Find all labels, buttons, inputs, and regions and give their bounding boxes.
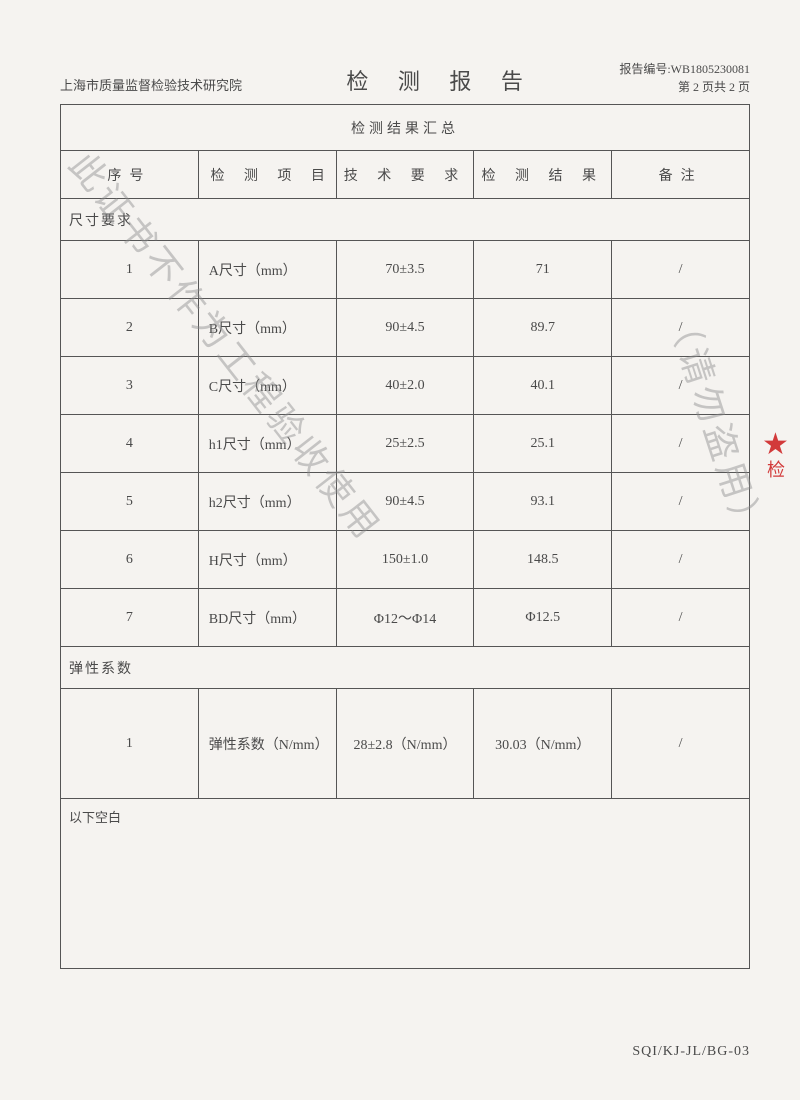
cell-req: 90±4.5: [336, 473, 474, 531]
cell-res: 71: [474, 241, 612, 299]
cell-no: 4: [61, 415, 199, 473]
cell-item: h2尺寸（mm）: [198, 473, 336, 531]
organization-name: 上海市质量监督检验技术研究院: [60, 75, 242, 96]
cell-item: h1尺寸（mm）: [198, 415, 336, 473]
table-row: 2 B尺寸（mm） 90±4.5 89.7 /: [61, 299, 750, 357]
col-note-header: 备注: [612, 151, 750, 199]
cell-no: 2: [61, 299, 199, 357]
cell-note: /: [612, 299, 750, 357]
table-row: 4 h1尺寸（mm） 25±2.5 25.1 /: [61, 415, 750, 473]
cell-item: B尺寸（mm）: [198, 299, 336, 357]
cell-item: H尺寸（mm）: [198, 531, 336, 589]
cell-item: C尺寸（mm）: [198, 357, 336, 415]
table-row: 6 H尺寸（mm） 150±1.0 148.5 /: [61, 531, 750, 589]
stamp-icon: ★ 检: [762, 430, 800, 570]
table-row: 3 C尺寸（mm） 40±2.0 40.1 /: [61, 357, 750, 415]
col-req-header: 技 术 要 求: [336, 151, 474, 199]
section-dimensions: 尺寸要求: [61, 199, 750, 241]
blank-below: 以下空白: [61, 799, 750, 969]
cell-item: A尺寸（mm）: [198, 241, 336, 299]
cell-res: 25.1: [474, 415, 612, 473]
cell-no: 1: [61, 689, 199, 799]
section-elasticity: 弹性系数: [61, 647, 750, 689]
cell-item: 弹性系数（N/mm）: [198, 689, 336, 799]
cell-req: 25±2.5: [336, 415, 474, 473]
page-info: 第 2 页共 2 页: [619, 78, 750, 96]
results-table: 检测结果汇总 序号 检 测 项 目 技 术 要 求 检 测 结 果 备注 尺寸要…: [60, 104, 750, 969]
cell-no: 6: [61, 531, 199, 589]
table-row: 5 h2尺寸（mm） 90±4.5 93.1 /: [61, 473, 750, 531]
col-res-header: 检 测 结 果: [474, 151, 612, 199]
cell-req: 70±3.5: [336, 241, 474, 299]
report-no: WB1805230081: [671, 62, 750, 76]
cell-note: /: [612, 531, 750, 589]
cell-note: /: [612, 415, 750, 473]
cell-res: 148.5: [474, 531, 612, 589]
cell-res: 93.1: [474, 473, 612, 531]
table-row: 1 弹性系数（N/mm） 28±2.8（N/mm） 30.03（N/mm） /: [61, 689, 750, 799]
cell-note: /: [612, 589, 750, 647]
cell-no: 3: [61, 357, 199, 415]
cell-note: /: [612, 357, 750, 415]
cell-req: 150±1.0: [336, 531, 474, 589]
table-row: 1 A尺寸（mm） 70±3.5 71 /: [61, 241, 750, 299]
cell-no: 5: [61, 473, 199, 531]
cell-req: 90±4.5: [336, 299, 474, 357]
cell-item: BD尺寸（mm）: [198, 589, 336, 647]
cell-req: 40±2.0: [336, 357, 474, 415]
cell-res: 40.1: [474, 357, 612, 415]
footer-code: SQI/KJ-JL/BG-03: [632, 1044, 750, 1060]
cell-no: 7: [61, 589, 199, 647]
summary-title: 检测结果汇总: [61, 105, 750, 151]
cell-no: 1: [61, 241, 199, 299]
cell-note: /: [612, 689, 750, 799]
col-item-header: 检 测 项 目: [198, 151, 336, 199]
col-no-header: 序号: [61, 151, 199, 199]
cell-res: 30.03（N/mm）: [474, 689, 612, 799]
report-title: 检 测 报 告: [242, 64, 619, 96]
cell-req: Φ12～Φ14: [336, 589, 474, 647]
cell-req: 28±2.8（N/mm）: [336, 689, 474, 799]
cell-note: /: [612, 241, 750, 299]
cell-res: 89.7: [474, 299, 612, 357]
table-row: 7 BD尺寸（mm） Φ12～Φ14 Φ12.5 /: [61, 589, 750, 647]
report-meta: 报告编号:WB1805230081 第 2 页共 2 页: [619, 60, 750, 96]
report-no-label: 报告编号:: [619, 62, 670, 76]
cell-note: /: [612, 473, 750, 531]
cell-res: Φ12.5: [474, 589, 612, 647]
